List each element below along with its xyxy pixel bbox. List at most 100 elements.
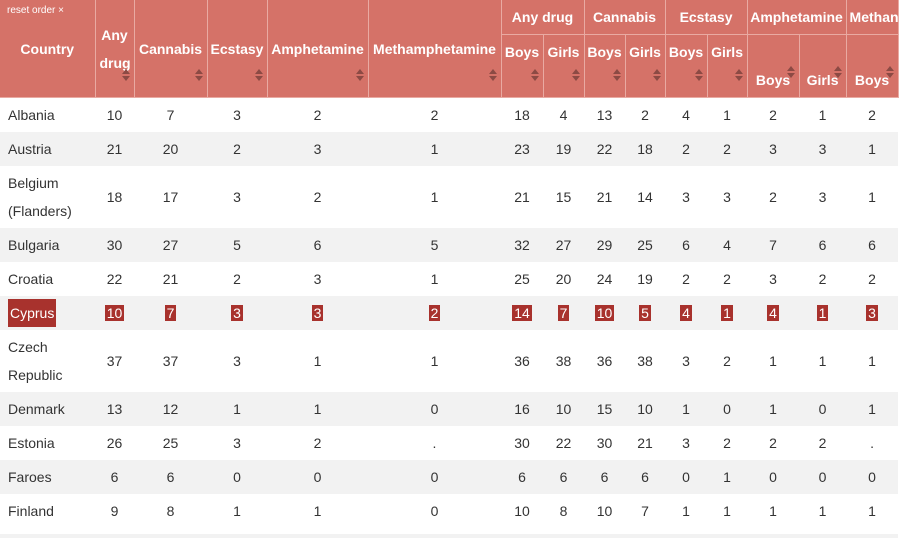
cell-value: 8 — [134, 494, 207, 528]
cell-value: 1 — [747, 330, 799, 392]
cell-value-text: 37 — [162, 353, 179, 369]
cell-value: 2 — [207, 262, 267, 296]
header-boys-label: Boys — [668, 44, 704, 60]
group-header-methamphetamine: Methan — [846, 0, 899, 35]
cell-value-text: 1 — [818, 107, 827, 123]
cell-value-text: 2 — [818, 271, 827, 287]
cell-value: 1 — [846, 132, 899, 166]
sort-icon[interactable] — [734, 69, 744, 83]
sort-icon[interactable] — [694, 69, 704, 83]
header-girls-7[interactable]: Girls — [799, 34, 847, 98]
cell-value-text: 6 — [559, 469, 568, 485]
cell-value: 36 — [584, 330, 625, 392]
sort-icon[interactable] — [885, 66, 895, 80]
cell-value-text: 2 — [769, 435, 777, 451]
cell-value-text: 1 — [430, 141, 439, 157]
table-row[interactable]: Cyprus 10 7 3 3 2 14 7 10 5 4 1 4 1 3 — [0, 296, 899, 330]
reset-order-button[interactable]: reset order × — [7, 5, 64, 16]
cell-value-text: 7 — [641, 503, 649, 519]
table-row[interactable]: Bulgaria 30 27 5 6 5 32 27 29 25 6 4 7 6 6 — [0, 228, 899, 262]
header-boys-6[interactable]: Boys — [747, 34, 800, 98]
header-girls-1[interactable]: Girls — [543, 34, 585, 98]
table-row[interactable]: Austria 21 20 2 3 1 23 19 22 18 2 2 3 3 1 — [0, 132, 899, 166]
cell-value: 6 — [846, 228, 899, 262]
cell-value: 3 — [207, 296, 267, 330]
cell-value-text: 2 — [641, 107, 649, 123]
table-row[interactable]: Czech Republic 37 37 3 1 1 36 38 36 38 3 2 1 1 1 — [0, 330, 898, 392]
sort-icon[interactable] — [530, 69, 540, 83]
group-header-ecstasy: Ecstasy — [665, 0, 748, 35]
cell-value: 2 — [747, 426, 799, 460]
cell-value: 8 — [543, 494, 584, 528]
cell-value-text: 1 — [233, 503, 241, 519]
cell-value-text: 19 — [555, 141, 572, 157]
cell-value: 1 — [207, 494, 267, 528]
table-row[interactable]: Croatia 22 21 2 3 1 25 20 24 19 2 2 3 2 2 — [0, 262, 898, 296]
table-row[interactable]: Belgium (Flanders) 18 17 3 2 1 21 15 21 14 3 3 2 3 1 — [0, 166, 898, 228]
cell-value: 2 — [267, 426, 368, 460]
table-row[interactable]: Estonia 26 25 3 2. 30 22 30 21 3 2 2 2. — [0, 426, 898, 460]
cell-value-text: 15 — [555, 189, 572, 205]
cell-value-text: 1 — [682, 401, 690, 417]
cell-value: 0 — [267, 460, 368, 494]
header-methamphetamine[interactable]: Methamphetamine — [368, 0, 502, 98]
cell-value: 13 — [584, 98, 625, 133]
cell-value-text: 3 — [818, 141, 827, 157]
cell-value: 4 — [665, 98, 707, 133]
header-cannabis[interactable]: Cannabis — [134, 0, 208, 98]
sort-icon[interactable] — [194, 69, 204, 83]
header-cannabis-label: Cannabis — [138, 40, 202, 57]
cell-value: 7 — [625, 494, 665, 528]
header-girls-5[interactable]: Girls — [707, 34, 748, 98]
cell-value-text: 5 — [639, 305, 651, 321]
cell-value-text: 15 — [596, 401, 613, 417]
cell-value-text: 23 — [514, 141, 530, 157]
header-girls-3[interactable]: Girls — [625, 34, 666, 98]
cell-value-text: 2 — [723, 353, 731, 369]
header-boys-4[interactable]: Boys — [665, 34, 708, 98]
header-any-drug[interactable]: Any drug — [95, 0, 135, 98]
header-country[interactable]: reset order × Country — [0, 0, 96, 98]
table-row[interactable]: Albania 10 7 3 2 2 18 4 13 2 4 1 2 1 2 — [0, 98, 898, 133]
cell-value: 24 — [584, 262, 625, 296]
sort-icon[interactable] — [571, 69, 581, 83]
country-name: Cyprus — [8, 299, 57, 327]
cell-value-text: 10 — [594, 305, 615, 321]
cell-value-text: 0 — [818, 469, 827, 485]
cell-value-text: 27 — [555, 237, 572, 253]
table-row[interactable]: Denmark 13 12 1 1 0 16 10 15 10 1 0 1 0 1 — [0, 392, 899, 426]
cell-value: 38 — [625, 330, 665, 392]
table-row[interactable]: Finland 9 8 1 1 0 10 8 10 7 1 1 1 1 1 — [0, 494, 898, 528]
cell-value: 19 — [543, 132, 585, 166]
header-methamphetamine-label: Methamphetamine — [373, 40, 496, 57]
sort-icon[interactable] — [612, 69, 622, 83]
sort-icon[interactable] — [833, 66, 843, 80]
header-amphetamine[interactable]: Amphetamine — [267, 0, 369, 98]
cell-value: 7 — [134, 296, 207, 330]
cell-value: 0 — [368, 392, 501, 426]
header-boys-8[interactable]: Boys — [846, 34, 899, 98]
table-row[interactable]: Faroes 6 6 0 0 0 6 6 6 6 0 1 0 0 0 — [0, 460, 899, 494]
cell-value: 2 — [747, 166, 799, 228]
cell-value: 0 — [368, 460, 501, 494]
sort-icon[interactable] — [355, 69, 365, 83]
sort-icon[interactable] — [652, 69, 662, 83]
header-boys-2[interactable]: Boys — [584, 34, 626, 98]
sort-icon[interactable] — [121, 69, 131, 83]
cell-value: 30 — [584, 426, 625, 460]
cell-value-text: 29 — [596, 237, 613, 253]
cell-value-text: 3 — [311, 305, 324, 321]
cell-value: 2 — [747, 98, 799, 133]
cell-value-text: 2 — [868, 271, 876, 287]
cell-value-text: 6 — [868, 237, 876, 253]
sort-icon[interactable] — [786, 66, 796, 80]
header-boys-0[interactable]: Boys — [501, 34, 544, 98]
cell-value-text: 1 — [868, 503, 876, 519]
cell-value: 3 — [207, 426, 267, 460]
sort-icon[interactable] — [488, 69, 498, 83]
bottom-stripe — [0, 534, 898, 538]
cell-value: 3 — [665, 166, 707, 228]
header-ecstasy[interactable]: Ecstasy — [207, 0, 268, 98]
sort-icon[interactable] — [254, 69, 264, 83]
cell-country: Czech Republic — [0, 330, 95, 392]
